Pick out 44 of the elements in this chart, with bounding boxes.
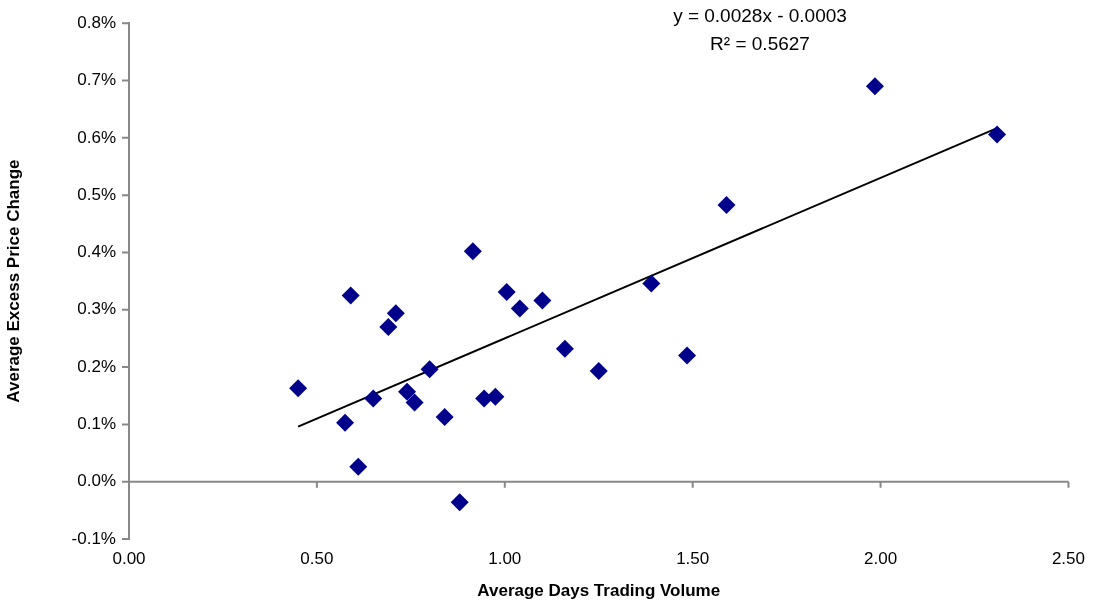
point [420,360,439,379]
y-tick-label: 0.5% [77,184,116,204]
y-tick-label: 0.1% [77,414,116,434]
point [555,339,574,358]
x-tick-label: 1.00 [488,548,522,568]
annotation: R² = 0.5627 [710,33,810,55]
point [336,413,355,432]
point [398,382,417,401]
point [341,286,360,305]
annotation: y = 0.0028x - 0.0003 [673,5,847,27]
point [379,317,398,336]
x-tick-label: 0.00 [112,548,146,568]
point [589,362,608,381]
point [678,346,697,365]
point [289,379,308,398]
y-tick-label: 0.6% [77,127,116,147]
x-axis-title: Average Days Trading Volume [477,581,721,601]
x-tick-label: 1.50 [676,548,710,568]
point [533,291,552,310]
x-tick-label: 2.00 [864,548,898,568]
point [405,393,424,412]
y-axis-title: Average Excess Price Change [3,159,23,403]
point [435,407,454,426]
y-tick-label: 0.3% [77,299,116,319]
x-tick-label: 0.50 [300,548,334,568]
point [988,125,1007,144]
point [349,457,368,476]
point [510,299,529,318]
point [497,282,516,301]
point [463,242,482,261]
point [865,77,884,96]
point [364,389,383,408]
y-tick-label: 0.8% [77,12,116,32]
y-tick-label: 0.0% [77,471,116,491]
x-tick-label: 2.50 [1051,548,1085,568]
y-tick-label: -0.1% [71,528,116,548]
point [450,493,469,512]
point [486,387,505,406]
point [642,274,661,293]
y-tick-label: 0.4% [77,242,116,262]
y-tick-label: 0.2% [77,356,116,376]
point [717,195,736,214]
y-tick-label: 0.7% [77,70,116,90]
point [386,304,405,323]
